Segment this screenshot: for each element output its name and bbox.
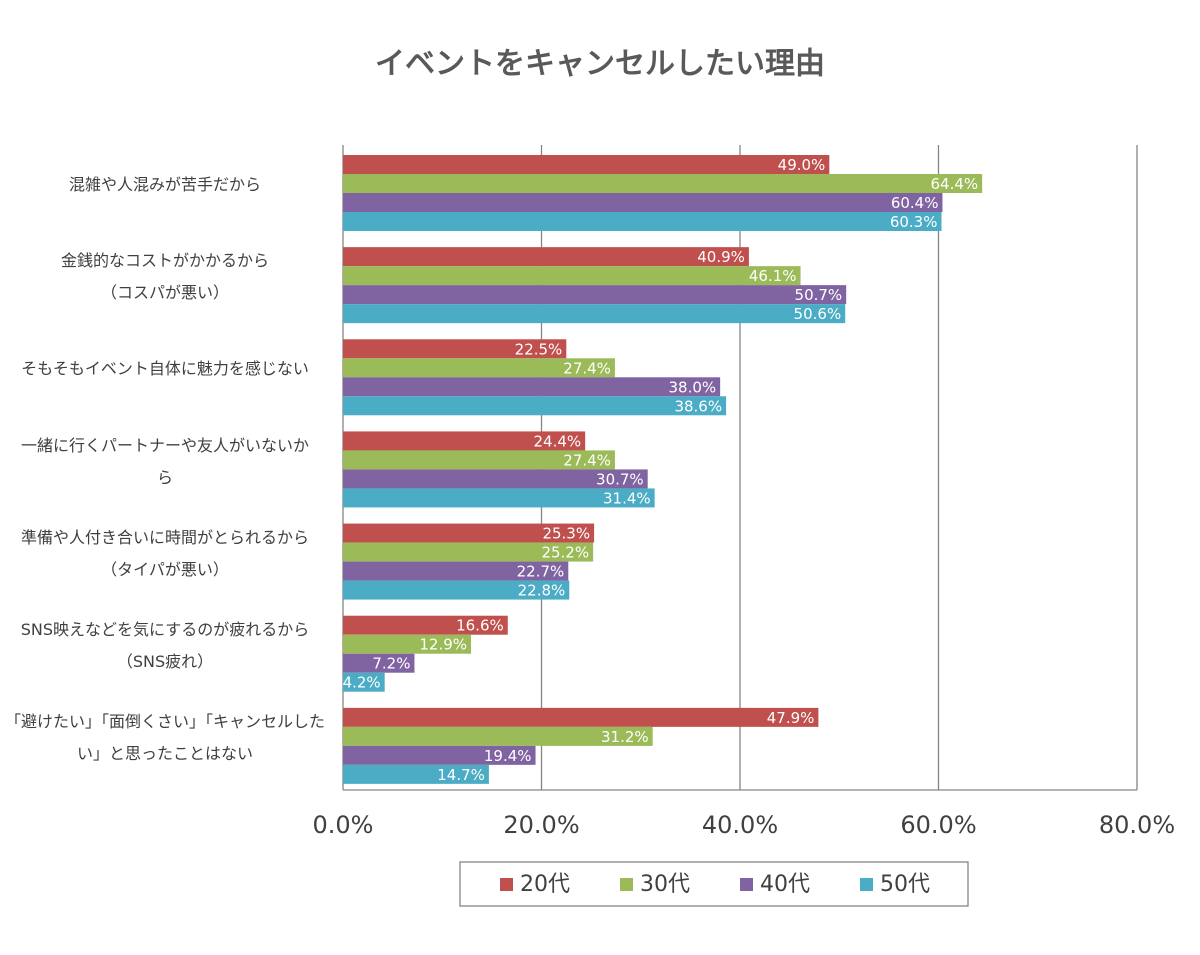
value-label: 50.6%	[794, 305, 842, 323]
bar	[343, 542, 594, 562]
chart-title: イベントをキャンセルしたい理由	[375, 47, 825, 82]
value-label: 30.7%	[596, 470, 644, 488]
bar	[343, 615, 508, 635]
value-label: 22.8%	[518, 582, 566, 600]
legend-label: 40代	[760, 872, 810, 897]
value-label: 40.9%	[697, 248, 745, 266]
y-tick-label: 金銭的なコストがかかるから （コスパが悪い）	[60, 251, 269, 303]
y-tick-label: SNS映えなどを気にするのが疲れるから （SNS疲れ）	[20, 619, 310, 671]
bar	[343, 561, 569, 581]
y-tick-label: 一緒に行くパートナーや友人がいないか ら	[20, 435, 309, 487]
x-tick-label: 60.0%	[900, 811, 976, 839]
bar	[343, 174, 983, 193]
bar	[343, 358, 615, 378]
bar	[343, 488, 655, 508]
bar	[343, 377, 721, 397]
x-tick-label: 40.0%	[702, 811, 778, 839]
value-label: 19.4%	[484, 747, 532, 765]
legend-label: 30代	[640, 872, 690, 897]
legend-swatch	[860, 878, 873, 891]
x-tick-label: 80.0%	[1099, 811, 1175, 839]
bar	[343, 339, 567, 359]
legend-swatch	[740, 878, 753, 891]
value-label: 14.7%	[437, 766, 485, 784]
value-label: 31.2%	[601, 728, 649, 746]
bar	[343, 212, 942, 231]
bar	[343, 266, 801, 286]
bar	[343, 580, 570, 600]
value-label: 46.1%	[749, 267, 797, 285]
value-label: 27.4%	[563, 451, 611, 469]
value-label: 38.6%	[674, 397, 722, 415]
y-tick-label: 混雑や人混みが苦手だから	[68, 175, 261, 195]
x-tick-label: 0.0%	[313, 811, 374, 839]
value-label: 16.6%	[456, 617, 504, 635]
legend-swatch	[620, 878, 633, 891]
value-label: 38.0%	[668, 378, 716, 396]
y-tick-label: 準備や人付き合いに時間がとられるから （タイパが悪い）	[20, 527, 309, 579]
bar	[343, 247, 749, 267]
bar	[343, 726, 653, 746]
bar	[343, 672, 385, 692]
value-label: 60.3%	[890, 213, 938, 231]
x-tick-label: 20.0%	[503, 811, 579, 839]
value-label: 25.3%	[542, 525, 590, 543]
y-tick-label: 「避けたい」「面倒くさい」「キャンセルした い」と思ったことはない	[4, 711, 325, 763]
value-label: 12.9%	[419, 636, 467, 654]
value-label: 50.7%	[795, 286, 843, 304]
bar	[343, 523, 595, 543]
value-label: 49.0%	[778, 156, 826, 174]
value-label: 25.2%	[541, 544, 589, 562]
value-label: 31.4%	[603, 489, 651, 507]
value-label: 22.7%	[517, 563, 565, 581]
bar	[343, 193, 943, 212]
value-label: 47.9%	[767, 709, 815, 727]
bar	[343, 155, 830, 174]
bar	[343, 764, 489, 784]
value-label: 60.4%	[891, 194, 939, 212]
bar	[343, 745, 536, 765]
value-label: 7.2%	[372, 655, 410, 673]
value-label: 24.4%	[534, 432, 582, 450]
bar	[343, 396, 727, 416]
y-tick-label: そもそもイベント自体に魅力を感じない	[21, 359, 309, 379]
bar	[343, 469, 648, 489]
value-label: 27.4%	[563, 359, 611, 377]
bar	[343, 431, 586, 451]
bar	[343, 707, 819, 727]
legend-label: 20代	[520, 872, 570, 897]
legend-label: 50代	[880, 872, 930, 897]
value-label: 64.4%	[931, 175, 979, 193]
bar	[343, 653, 415, 673]
value-label: 4.2%	[343, 674, 381, 692]
bar	[343, 285, 847, 305]
bar	[343, 634, 472, 654]
legend-swatch	[500, 878, 513, 891]
value-label: 22.5%	[515, 340, 563, 358]
bar	[343, 304, 846, 324]
legend-box	[459, 861, 969, 907]
bar	[343, 450, 615, 470]
